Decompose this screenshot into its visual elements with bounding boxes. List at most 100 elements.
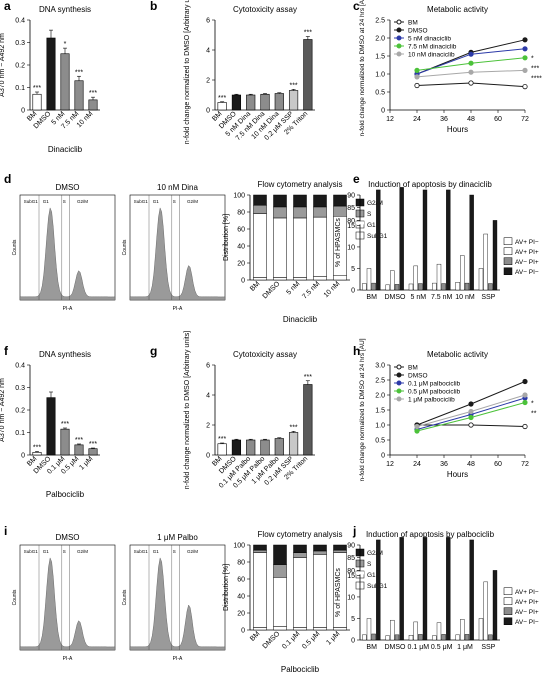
x-tick-label: 12 xyxy=(386,116,394,123)
chart-g: 0 2 4 6 Cytotoxicity assay n-fold change norm… xyxy=(184,331,315,490)
y-tick-label: 0 xyxy=(21,453,25,460)
significance-label: *** xyxy=(33,85,41,92)
gate-label: G1 xyxy=(43,199,50,204)
data-point xyxy=(522,399,528,406)
x-tick-label: 10 nM xyxy=(76,110,95,129)
data-point xyxy=(522,392,528,398)
gate-label: SubG1 xyxy=(24,199,39,204)
histogram-title: 1 μM Palbo xyxy=(157,533,198,542)
stack-segment xyxy=(333,205,347,217)
bar xyxy=(464,634,470,641)
y-tick-label: 85 xyxy=(347,555,355,562)
axis-break xyxy=(356,221,364,225)
data-point xyxy=(468,60,474,66)
y-tick-label: 10 xyxy=(347,244,355,251)
legend-marker xyxy=(396,51,402,57)
significance-label: *** xyxy=(89,441,97,448)
y-tick-label: 0 xyxy=(206,108,210,115)
y-tick-label: 60 xyxy=(237,227,245,234)
y-tick-label: 0 xyxy=(241,278,245,285)
x-tick-label: 0.5 μM xyxy=(301,630,321,650)
x-tick-label: 72 xyxy=(521,116,529,123)
bar xyxy=(394,634,400,641)
histogram-xlabel: PI-A xyxy=(173,306,183,312)
legend-label: AV− PI+ xyxy=(515,259,539,266)
y-tick-label: 0.3 xyxy=(15,40,25,47)
y-tick-label: 2 xyxy=(206,423,210,430)
y-tick-label: 20 xyxy=(237,611,245,618)
bar xyxy=(366,618,372,641)
gate-label: G2/M xyxy=(77,199,88,204)
y-tick-label: 0.5 xyxy=(375,90,385,97)
data-point xyxy=(522,378,528,385)
data-point xyxy=(468,422,474,428)
histogram-area xyxy=(129,207,226,301)
data-point xyxy=(468,51,474,57)
significance-label: *** xyxy=(89,90,97,97)
gate-label: SubG1 xyxy=(134,549,149,554)
bar xyxy=(376,539,381,641)
bar xyxy=(483,233,488,291)
y-tick-label: 2.0 xyxy=(375,36,385,43)
x-tick-label: 5 nM xyxy=(285,280,301,296)
bar xyxy=(288,432,299,456)
legend-label: AV− PI+ xyxy=(515,609,539,616)
data-point xyxy=(522,55,528,61)
y-tick-label: 40 xyxy=(237,594,245,601)
bar xyxy=(422,537,428,641)
bar xyxy=(436,622,442,641)
significance-label: *** xyxy=(218,95,226,102)
stack-segment xyxy=(253,213,267,278)
bar xyxy=(231,94,242,111)
x-tick-label: 12 xyxy=(386,461,394,468)
histogram-xlabel: PI-A xyxy=(63,306,73,312)
significance-label: *** xyxy=(75,69,83,76)
y-tick-label: 2.5 xyxy=(375,378,385,385)
bar xyxy=(469,539,474,641)
gate-label: S xyxy=(63,199,66,204)
y-tick-label: 0 xyxy=(351,288,355,295)
bar xyxy=(288,90,299,111)
x-axis-label: Palbociclib xyxy=(46,490,85,499)
data-point xyxy=(522,67,528,74)
x-tick-label: 1 μM xyxy=(78,455,94,471)
x-tick-label: BM xyxy=(366,294,377,301)
gate-label: G1 xyxy=(153,549,160,554)
bar xyxy=(274,438,284,456)
y-tick-label: 1.0 xyxy=(375,72,385,79)
x-tick-label: BM xyxy=(366,644,377,651)
significance-label: *** xyxy=(289,82,297,89)
legend-label: 7.5 nM dinaciclib xyxy=(408,44,457,51)
histogram-area xyxy=(19,557,116,651)
bar xyxy=(274,93,284,111)
x-tick-label: 60 xyxy=(494,116,502,123)
stack-segment xyxy=(313,544,327,552)
chart-h: 0 0.5 1.0 1.5 2.0 2.5 3.0 Metabolic activity 12 2… xyxy=(359,338,537,481)
y-tick-label: 2 xyxy=(206,78,210,85)
panel-letter: i xyxy=(4,524,7,538)
bar xyxy=(390,270,395,291)
bar xyxy=(46,397,56,456)
bar xyxy=(432,635,437,641)
y-tick-label: 0 xyxy=(381,453,385,460)
histogram-frame xyxy=(129,544,226,651)
gate-label: G2/M xyxy=(187,549,198,554)
stack-segment xyxy=(253,627,267,631)
chart-title: DNA synthesis xyxy=(39,5,91,14)
stack-segment xyxy=(313,194,327,208)
y-tick-label: 0.3 xyxy=(15,385,25,392)
y-tick-label: 0 xyxy=(241,628,245,635)
gate-label: S xyxy=(173,549,176,554)
data-point xyxy=(468,414,474,421)
gate-label: S xyxy=(63,549,66,554)
data-point xyxy=(468,80,474,86)
bar xyxy=(385,635,390,641)
gate-label: S xyxy=(173,199,176,204)
gate-label: SubG1 xyxy=(24,549,39,554)
y-tick-label: 0 xyxy=(206,453,210,460)
stack-segment xyxy=(273,544,287,565)
legend-marker xyxy=(396,380,402,386)
significance-label: *** xyxy=(531,66,539,73)
y-tick-label: 85 xyxy=(347,205,355,212)
